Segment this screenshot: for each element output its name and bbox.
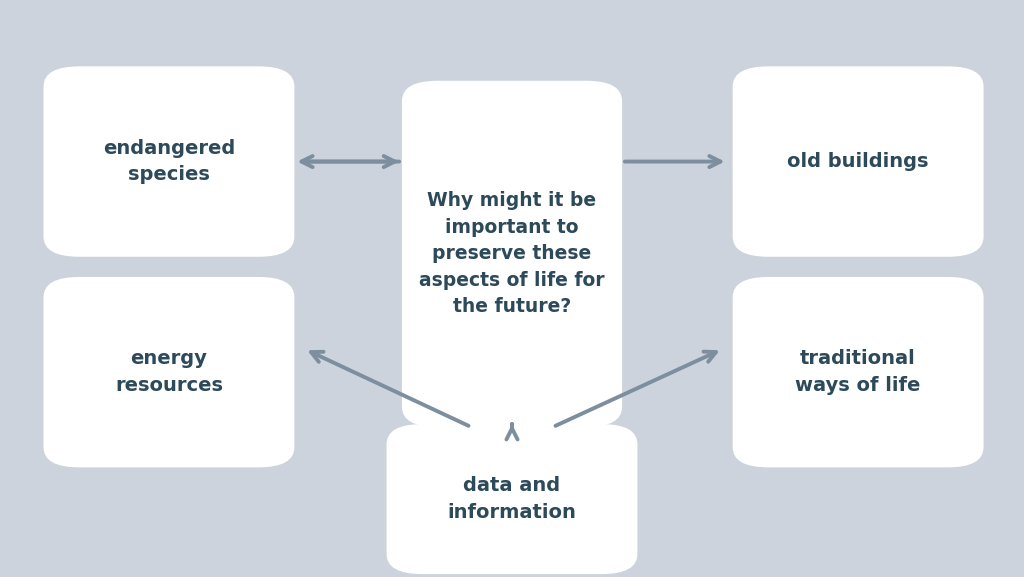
Text: data and
information: data and information — [447, 477, 577, 522]
FancyBboxPatch shape — [44, 66, 295, 257]
FancyBboxPatch shape — [733, 277, 983, 467]
FancyBboxPatch shape — [401, 81, 623, 427]
FancyBboxPatch shape — [387, 424, 637, 574]
FancyBboxPatch shape — [44, 277, 295, 467]
Text: endangered
species: endangered species — [102, 139, 236, 184]
Text: old buildings: old buildings — [787, 152, 929, 171]
Text: Why might it be
important to
preserve these
aspects of life for
the future?: Why might it be important to preserve th… — [419, 192, 605, 316]
Text: traditional
ways of life: traditional ways of life — [796, 350, 921, 395]
FancyBboxPatch shape — [733, 66, 983, 257]
Text: energy
resources: energy resources — [115, 350, 223, 395]
